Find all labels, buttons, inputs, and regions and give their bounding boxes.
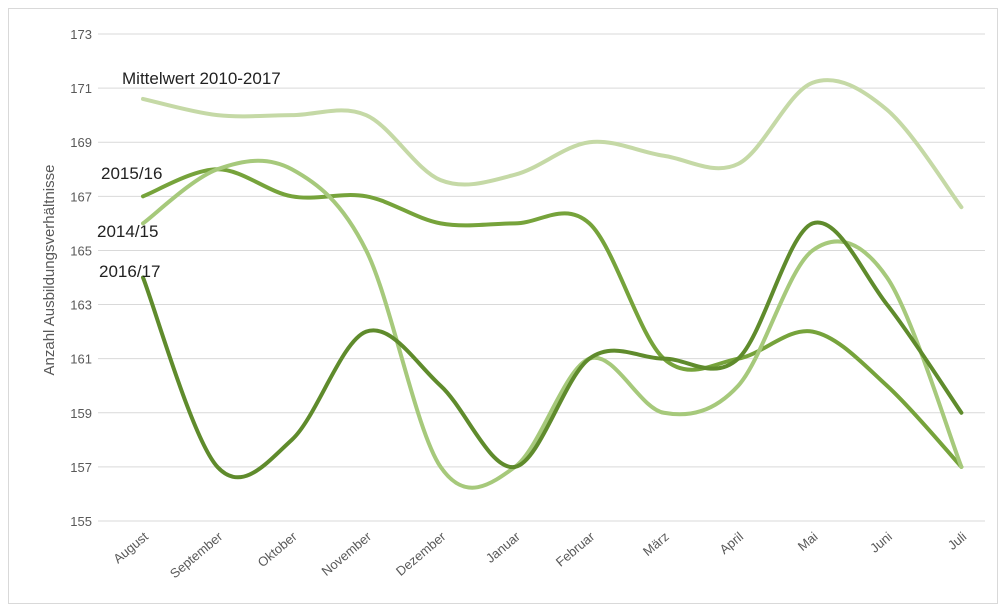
y-tick-label: 163 <box>70 298 92 313</box>
x-axis-ticks: August September Oktober November Dezember Ja… <box>110 528 969 581</box>
series-label: Mittelwert 2010-2017 <box>122 69 281 88</box>
x-tick-label: November <box>319 528 375 578</box>
series-line <box>141 220 964 480</box>
x-tick-label: Dezember <box>393 528 449 578</box>
series-line <box>141 78 964 210</box>
x-tick-label: Mai <box>795 529 821 554</box>
x-tick-label: März <box>640 529 672 559</box>
x-tick-label: Juni <box>867 529 895 556</box>
x-tick-label: Juli <box>945 529 970 553</box>
y-tick-label: 155 <box>70 514 92 529</box>
y-tick-label: 167 <box>70 189 92 204</box>
series-line <box>141 158 964 490</box>
y-tick-label: 169 <box>70 135 92 150</box>
y-tick-label: 173 <box>70 27 92 42</box>
series-labels: Mittelwert 2010-2017 2015/16 2014/15 2016/1… <box>97 69 281 281</box>
y-axis-title: Anzahl Ausbildungsverhältnisse <box>41 165 58 376</box>
y-tick-label: 159 <box>70 406 92 421</box>
x-tick-label: April <box>717 529 747 557</box>
series-label: 2015/16 <box>101 164 162 183</box>
x-tick-label: Oktober <box>255 528 301 570</box>
x-tick-label: Februar <box>553 528 598 569</box>
y-tick-label: 157 <box>70 460 92 475</box>
x-tick-label: August <box>110 529 151 567</box>
series-label: 2014/15 <box>97 222 158 241</box>
series-lines <box>141 78 964 490</box>
y-tick-label: 171 <box>70 81 92 96</box>
y-tick-label: 165 <box>70 243 92 258</box>
gridlines <box>98 33 985 522</box>
x-tick-label: September <box>167 528 226 581</box>
x-tick-label: Januar <box>483 528 524 565</box>
y-axis-ticks: 155 157 159 161 163 165 167 169 171 173 <box>70 27 92 529</box>
series-label: 2016/17 <box>99 262 160 281</box>
y-tick-label: 161 <box>70 352 92 367</box>
series-line <box>141 167 964 469</box>
